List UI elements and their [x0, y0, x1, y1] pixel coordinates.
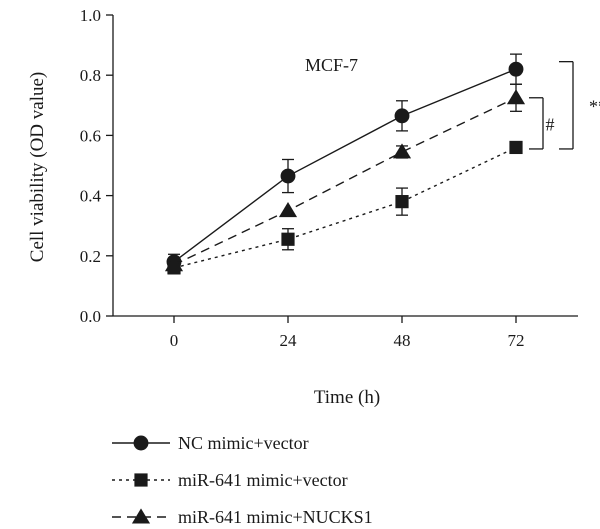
legend-marker [131, 508, 151, 524]
cell-line-annotation: MCF-7 [305, 55, 358, 75]
y-tick-label: 1.0 [80, 6, 101, 25]
significance-label: ** [589, 96, 600, 116]
data-point [278, 202, 298, 218]
data-point [164, 256, 184, 272]
x-tick-label: 24 [280, 331, 298, 350]
y-axis-label: Cell viability (OD value) [27, 72, 48, 262]
y-tick-label: 0.4 [80, 187, 102, 206]
legend-marker [134, 473, 148, 487]
significance-label: # [546, 114, 555, 134]
y-tick-label: 0.2 [80, 247, 101, 266]
legend-label: miR-641 mimic+NUCKS1 [178, 507, 373, 527]
series-3 [164, 83, 526, 272]
data-point [395, 195, 409, 209]
series-line [173, 97, 517, 266]
data-point [280, 168, 296, 184]
y-tick-label: 0.6 [80, 126, 101, 145]
legend-item: miR-641 mimic+vector [112, 470, 348, 490]
legend-marker [133, 435, 149, 451]
tick-labels: 0.0 0.2 0.4 0.6 0.8 1.0 0 24 48 72 [80, 6, 525, 350]
legend: NC mimic+vector miR-641 mimic+vector miR-6… [112, 433, 373, 527]
legend-item: miR-641 mimic+NUCKS1 [112, 507, 373, 527]
data-point [508, 61, 524, 77]
legend-label: NC mimic+vector [178, 433, 309, 453]
axes [106, 14, 578, 323]
y-tick-label: 0.0 [80, 307, 101, 326]
y-tick-label: 0.8 [80, 66, 101, 85]
data-point [394, 108, 410, 124]
series-2 [167, 140, 523, 275]
x-tick-label: 0 [170, 331, 179, 350]
data-point [281, 232, 295, 246]
significance-bracket: ** [559, 61, 600, 150]
series-line [173, 68, 517, 263]
data-point [392, 143, 412, 159]
significance-layer: # ** [529, 61, 600, 150]
data-point [509, 140, 523, 155]
x-tick-label: 72 [508, 331, 525, 350]
series-layer [164, 53, 526, 275]
significance-bracket: # [529, 97, 555, 150]
data-point [506, 89, 526, 105]
legend-label: miR-641 mimic+vector [178, 470, 348, 490]
series-line [173, 146, 517, 269]
series-1 [166, 53, 524, 270]
legend-item: NC mimic+vector [112, 433, 309, 453]
x-axis-label: Time (h) [314, 387, 380, 408]
x-tick-label: 48 [394, 331, 411, 350]
